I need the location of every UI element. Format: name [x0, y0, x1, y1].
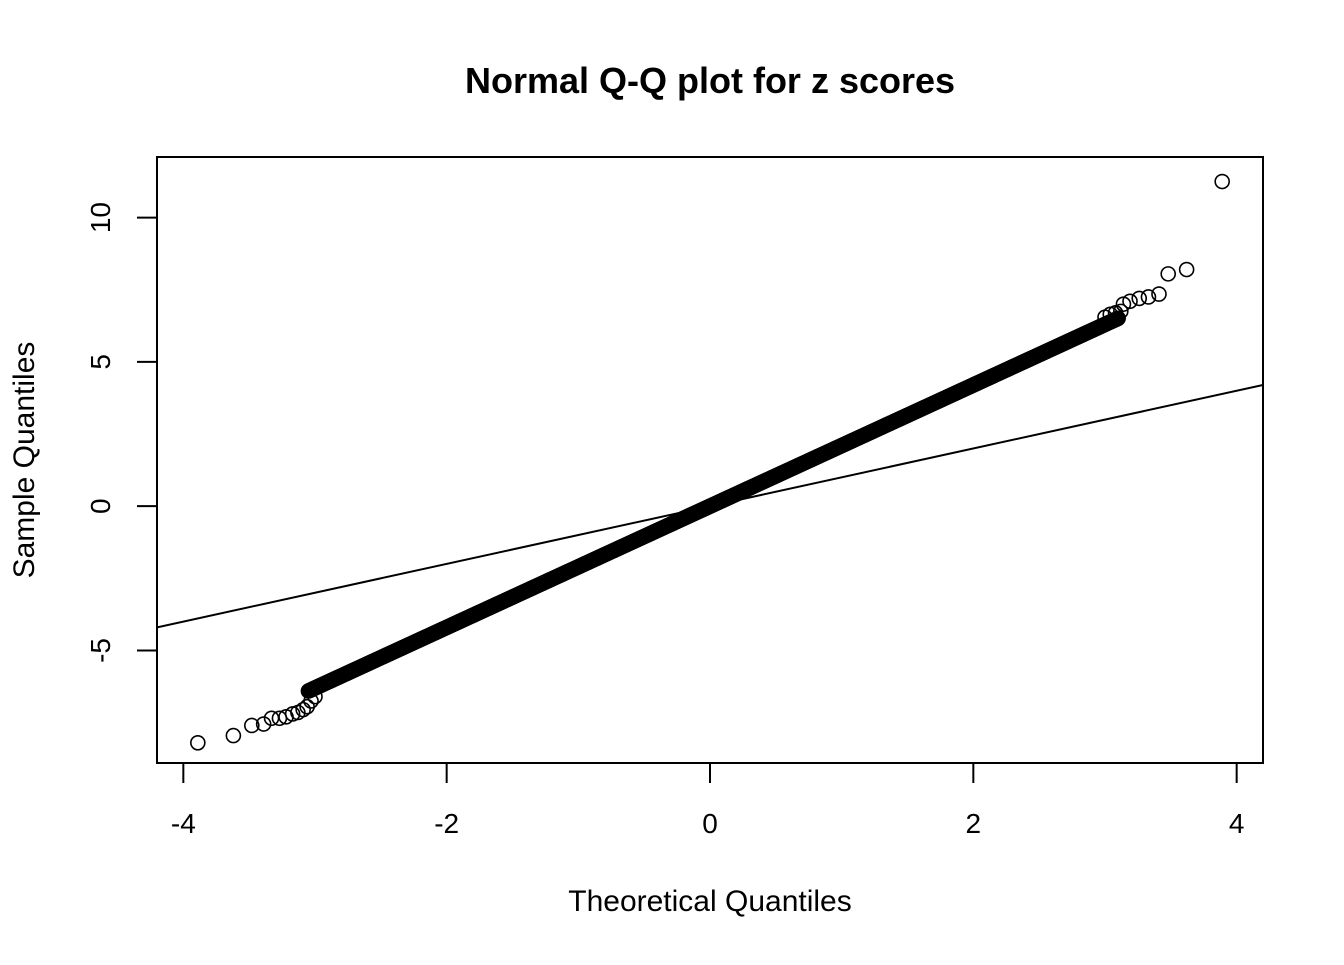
- data-point: [190, 734, 206, 751]
- x-tick-label: 2: [966, 808, 982, 839]
- data-point: [1131, 290, 1148, 307]
- x-tick-label: 4: [1229, 808, 1245, 839]
- data-point: [255, 716, 272, 732]
- data-point: [1140, 289, 1157, 305]
- data-point: [1160, 266, 1176, 282]
- y-tick-label: -5: [85, 638, 116, 663]
- plot-area: [157, 173, 1263, 751]
- y-tick-label: 10: [85, 202, 116, 233]
- y-axis: -5 0 5 10: [85, 202, 157, 663]
- data-point: [1122, 293, 1138, 310]
- x-axis-label: Theoretical Quantiles: [568, 885, 851, 918]
- data-point: [225, 727, 242, 744]
- chart-title: Normal Q-Q plot for z scores: [465, 60, 955, 101]
- y-tick-label: 5: [85, 354, 116, 370]
- x-tick-label: -4: [171, 808, 196, 839]
- y-axis-label: Sample Quantiles: [8, 342, 41, 579]
- data-point: [244, 717, 260, 734]
- y-tick-label: 0: [85, 498, 116, 514]
- data-point: [1113, 303, 1129, 320]
- data-point: [1178, 261, 1195, 278]
- data-point: [295, 701, 311, 718]
- data-point: [303, 693, 319, 709]
- x-tick-label: 0: [702, 808, 718, 839]
- data-point: [307, 688, 323, 705]
- data-point: [1214, 173, 1230, 190]
- x-axis: -4 -2 0 2 4: [171, 763, 1245, 839]
- data-point: [1151, 286, 1167, 302]
- x-tick-label: -2: [434, 808, 459, 839]
